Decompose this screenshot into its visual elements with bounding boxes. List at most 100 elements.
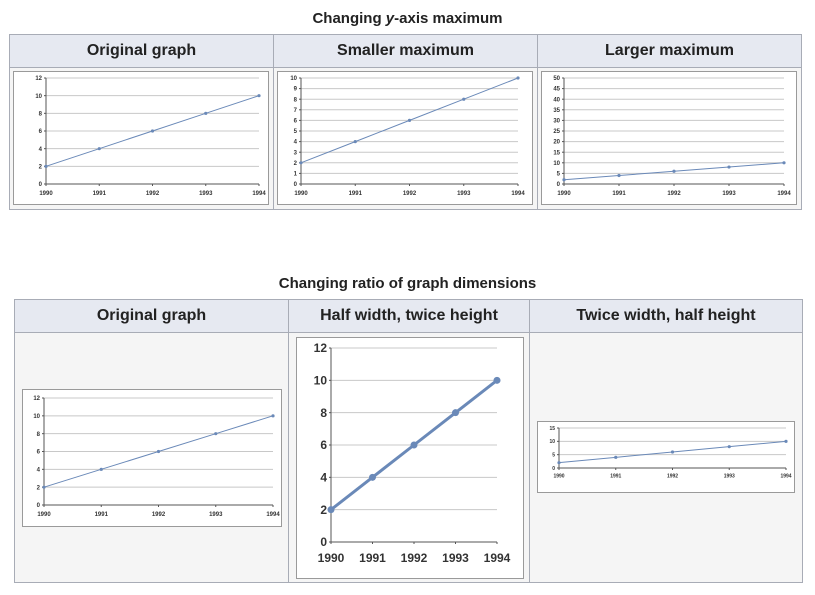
chart-half-width-twice-height: 0 2 4 6 8 10 12 1990 1991 1992 1993 1994 [296,337,524,579]
chart3-data-point [214,432,218,436]
chart0-ytick-label: 2 [39,164,43,170]
chart2-data-point [617,173,621,178]
chart2-xtick-label: 1990 [557,191,571,197]
section2-cell-half-width: 0 2 4 6 8 10 12 1990 1991 1992 1993 1994 [288,332,530,583]
chart4-data-point [452,409,459,417]
chart1-data-point [353,140,357,144]
chart1-xtick-label: 1991 [349,191,363,197]
chart3-ytick-label: 10 [33,414,40,420]
section2-title: Changing ratio of graph dimensions [278,275,537,292]
chart3-xtick-label: 1991 [95,512,109,518]
section1-header-larger: Larger maximum [537,34,802,68]
chart1-xtick-label: 1994 [511,191,525,197]
chart4-data-point [493,376,501,384]
chart4-ytick-label: 10 [314,374,328,388]
chart1-data-point [462,97,466,101]
section2-cell-original: 0 2 4 6 8 10 12 1990 1991 1992 1993 1994 [14,332,289,583]
chart5-data-point [727,445,731,449]
chart5-xtick-label: 1990 [553,474,564,480]
section1-title-em: y [385,10,395,27]
chart3-data-point [156,449,161,454]
chart1-ytick-label: 7 [294,108,298,114]
section1-header-smaller: Smaller maximum [273,34,538,68]
chart4-ytick-label: 2 [320,503,327,517]
chart0-ytick-label: 8 [39,111,43,117]
chart2-ytick-label: 50 [553,76,560,82]
chart2-xtick-label: 1991 [612,191,626,197]
chart5-ytick-label: 0 [552,466,555,472]
section1-header-original: Original graph [9,34,274,68]
chart5-ytick-label: 10 [549,439,555,445]
chart0-ytick-label: 10 [35,94,42,100]
chart0-xtick-label: 1990 [39,191,53,197]
chart0-xtick-label: 1994 [252,191,266,197]
section1-title-suffix: -axis maximum [394,10,503,27]
chart1-data-point [299,161,303,165]
chart4-ytick-label: 8 [320,406,327,420]
chart-smaller-maximum: 0 1 2 3 4 5 6 7 8 9 10 1990 1991 1992 1993 1994 [277,71,533,205]
chart0-xtick-label: 1992 [146,191,160,197]
chart1-data-point [516,76,520,80]
chart1-data-point [407,118,412,122]
chart0-ytick-label: 6 [39,129,43,135]
section1-cell-larger: 0 5 10 15 20 25 30 35 40 45 50 1990 1991 1992 1993 1994 [537,67,802,210]
chart2-xtick-label: 1992 [667,191,681,197]
chart3-ytick-label: 12 [33,396,40,402]
section1-table: Original graph Smaller maximum Larger ma… [9,34,802,210]
chart5-data-point [670,450,675,454]
chart0-xtick-label: 1991 [93,191,107,197]
chart4-xtick-label: 1990 [318,551,345,565]
chart1-ytick-label: 9 [294,87,298,93]
chart-ratio-original: 0 2 4 6 8 10 12 1990 1991 1992 1993 1994 [22,389,282,527]
chart1-ytick-label: 10 [290,76,297,82]
chart3-xtick-label: 1993 [209,512,223,518]
chart1-ytick-label: 4 [294,140,298,146]
chart5-ytick-label: 5 [552,452,555,458]
chart3-ytick-label: 4 [37,467,41,473]
chart1-ytick-label: 0 [294,182,298,188]
chart5-xtick-label: 1993 [724,474,735,480]
chart1-xtick-label: 1990 [294,191,308,197]
chart2-ytick-label: 10 [553,161,560,167]
chart5-data-point [784,439,788,443]
chart2-data-point [672,169,676,173]
chart0-data-point [97,147,101,151]
chart4-ytick-label: 4 [320,471,327,485]
chart4-xtick-label: 1992 [401,551,428,565]
chart-larger-maximum: 0 5 10 15 20 25 30 35 40 45 50 1990 1991 1992 1993 1994 [541,71,797,205]
chart0-ytick-label: 4 [39,147,43,153]
chart2-ytick-label: 30 [553,119,560,125]
chart0-ytick-label: 0 [39,182,43,188]
chart4-data-point [327,506,335,514]
chart5-xtick-label: 1991 [610,474,621,480]
chart3-ytick-label: 6 [37,450,41,456]
chart3-xtick-label: 1990 [37,512,51,518]
chart4-ytick-label: 6 [320,438,327,452]
chart0-data-point [257,94,261,98]
chart2-data-point [562,178,566,182]
chart2-ytick-label: 35 [553,108,560,114]
chart-twice-width-half-height: 0 5 10 15 1990 1991 1992 1993 1994 [537,421,795,493]
chart0-ytick-label: 12 [35,76,42,82]
chart3-data-point [271,414,275,418]
chart0-data-point [44,164,48,168]
section1-cell-original: 0 2 4 6 8 10 12 1990 1991 1992 1993 1994 [9,67,274,210]
chart5-ytick-label: 15 [549,426,555,432]
chart3-data-point [42,485,46,489]
chart4-xtick-label: 1991 [359,551,386,565]
chart1-xtick-label: 1993 [457,191,471,197]
chart3-xtick-label: 1992 [152,512,166,518]
chart2-ytick-label: 25 [553,129,560,135]
chart1-ytick-label: 2 [294,161,298,167]
section2-table: Original graph Half width, twice height … [14,299,803,583]
chart1-xtick-label: 1992 [403,191,417,197]
section2-header-twice-width: Twice width, half height [529,299,803,333]
chart5-data-point [557,461,561,465]
chart2-xtick-label: 1994 [777,191,791,197]
chart3-ytick-label: 2 [37,485,41,491]
chart-original-graph: 0 2 4 6 8 10 12 1990 1991 1992 1993 1994 [13,71,269,205]
chart0-data-point [204,111,208,115]
chart4-data-point [410,441,418,449]
chart3-xtick-label: 1994 [266,512,280,518]
chart4-ytick-label: 12 [314,341,328,355]
